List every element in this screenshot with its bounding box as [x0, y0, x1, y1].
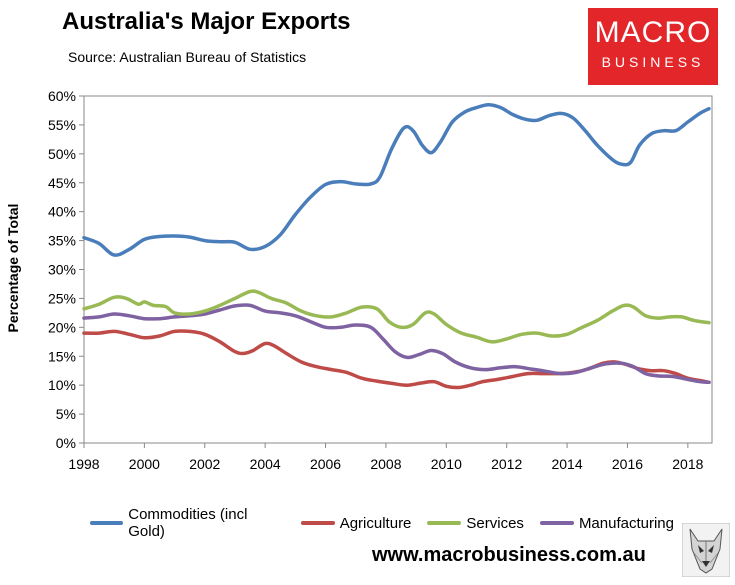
legend-item: Commodities (incl Gold): [90, 506, 285, 540]
legend-label: Manufacturing: [578, 514, 674, 532]
legend-item: Services: [427, 515, 524, 532]
logo-line-macro: MACRO: [594, 16, 712, 49]
y-tick-label: 0%: [56, 435, 76, 451]
y-tick-label: 5%: [56, 406, 76, 422]
x-tick-label: 1998: [68, 456, 99, 472]
x-tick-label: 2014: [551, 456, 582, 472]
legend-item: Manufacturing: [539, 514, 674, 532]
legend-swatch: [539, 521, 574, 525]
x-tick-label: 2006: [310, 456, 341, 472]
y-tick-label: 15%: [48, 348, 76, 364]
x-tick-label: 2008: [370, 456, 401, 472]
y-tick-label: 55%: [48, 117, 76, 133]
y-tick-label: 30%: [48, 262, 76, 278]
y-tick-label: 25%: [48, 290, 76, 306]
x-tick-label: 2004: [250, 456, 281, 472]
series-line-services: [82, 289, 711, 344]
y-tick-label: 50%: [48, 146, 76, 162]
y-tick-label: 10%: [48, 377, 76, 393]
legend-label: Commodities (incl Gold): [128, 506, 248, 540]
source-note: Source: Australian Bureau of Statistics: [68, 49, 307, 65]
legend-swatch: [300, 521, 335, 525]
x-tick-label: 2016: [612, 456, 643, 472]
macrobusiness-logo[interactable]: MACRO BUSINESS: [588, 8, 718, 85]
x-tick-label: 2018: [672, 456, 703, 472]
wolf-logo-icon: [682, 523, 730, 577]
plot-area-border: [83, 95, 713, 444]
x-tick-label: 2002: [189, 456, 220, 472]
y-tick-label: 35%: [48, 233, 76, 249]
chart-title: Australia's Major Exports: [62, 8, 351, 35]
series-line-manufacturing: [82, 303, 711, 385]
logo-line-business: BUSINESS: [601, 54, 705, 70]
legend-swatch: [427, 521, 462, 525]
legend-label: Agriculture: [339, 514, 412, 532]
series-line-agriculture: [82, 329, 711, 390]
legend-item: Agriculture: [300, 514, 412, 532]
x-tick-label: 2000: [129, 456, 160, 472]
x-tick-label: 2012: [491, 456, 522, 472]
chart-legend: Commodities (incl Gold) Agriculture Servic…: [90, 506, 690, 540]
line-chart: 0% 5% 10% 15% 20% 25% 30% 35% 40% 45% 50% 55% 60% 199…: [48, 88, 713, 472]
series-line-commodities-incl-gold: [82, 102, 711, 257]
y-tick-label: 20%: [48, 319, 76, 335]
legend-label: Services: [466, 514, 524, 532]
legend-swatch: [90, 521, 124, 525]
y-tick-label: 45%: [48, 175, 76, 191]
x-tick-label: 2010: [431, 456, 462, 472]
website-url[interactable]: www.macrobusiness.com.au: [372, 544, 646, 566]
y-tick-label: 60%: [48, 88, 76, 104]
y-tick-label: 40%: [48, 204, 76, 220]
